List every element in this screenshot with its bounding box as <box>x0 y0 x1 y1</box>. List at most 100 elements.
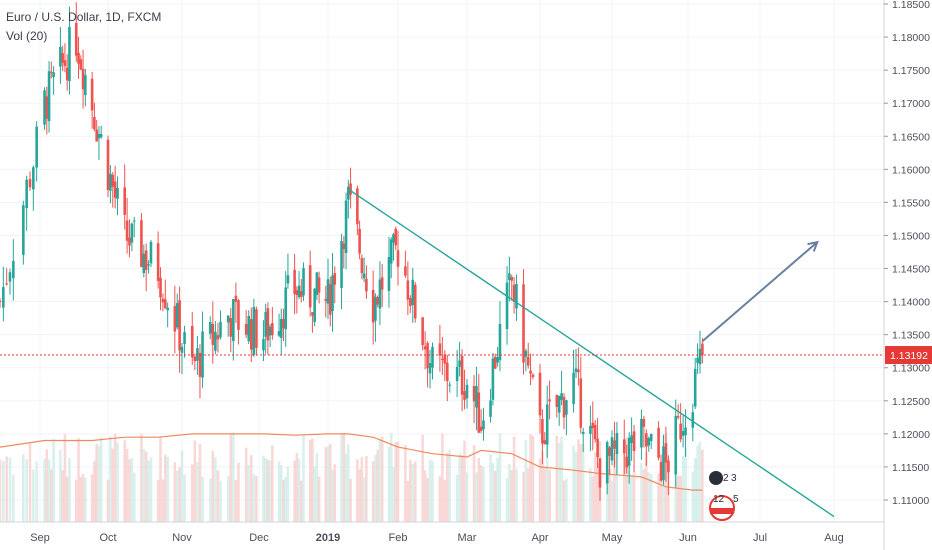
volume-bar <box>365 455 368 522</box>
candle-body <box>627 437 631 466</box>
candle-body <box>297 285 301 298</box>
volume-bar <box>284 476 288 522</box>
volume-bar <box>149 457 153 522</box>
candle-body <box>147 264 150 266</box>
event-label: 12 <box>713 494 725 505</box>
candle-body <box>295 290 299 296</box>
volume-bar <box>482 467 485 522</box>
volume-bar <box>413 461 417 522</box>
volume-bar <box>183 474 186 522</box>
volume-bar <box>109 436 112 522</box>
candle-body <box>142 253 146 274</box>
volume-bar <box>340 434 343 522</box>
volume-bar <box>392 467 395 522</box>
candle-body <box>159 277 162 298</box>
candle-body <box>90 78 94 111</box>
candle-body <box>659 461 663 481</box>
volume-bar <box>645 451 648 522</box>
price-tick-label: 1.17500 <box>892 65 930 77</box>
volume-bar <box>5 456 8 522</box>
volume-bar <box>579 444 583 522</box>
volume-bar <box>247 465 251 522</box>
volume-bar <box>676 475 680 522</box>
candle-body <box>512 284 516 302</box>
volume-bar <box>333 464 337 522</box>
candle-body <box>362 273 366 279</box>
candle-body <box>463 391 466 400</box>
candle-body <box>313 288 316 323</box>
candle-body <box>63 60 67 66</box>
volume-indicator-label[interactable]: Vol (20) <box>6 29 48 43</box>
candle-body <box>625 456 629 468</box>
volume-bar <box>625 437 629 522</box>
volume-bar <box>111 448 115 522</box>
candle-body <box>475 386 478 408</box>
volume-bar <box>68 458 71 522</box>
candle-body <box>93 116 96 130</box>
candle-body <box>342 243 346 250</box>
candle-body <box>247 315 251 342</box>
event-markers[interactable]: 2 3 12 5 <box>709 471 739 521</box>
candle-body <box>557 395 561 413</box>
time-tick-label: May <box>602 532 623 544</box>
volume-bar <box>349 478 352 522</box>
volume-bar <box>572 445 575 522</box>
candle-body <box>43 90 46 125</box>
volume-bar <box>632 471 636 522</box>
candle-body <box>515 284 518 309</box>
candle-body <box>111 174 115 187</box>
candle-body <box>596 438 599 458</box>
projection-arrow-head <box>807 240 819 252</box>
drawings[interactable] <box>0 188 884 518</box>
candle-body <box>65 67 69 81</box>
candle-body <box>365 278 368 292</box>
symbol-title[interactable]: Euro / U.S. Dollar, 1D, FXCM <box>6 10 162 24</box>
candle-body <box>315 272 319 296</box>
candle-body <box>144 250 148 270</box>
volume-bar <box>524 440 528 522</box>
time-tick-label: Feb <box>389 532 408 544</box>
candle-body <box>458 360 461 367</box>
time-axis[interactable]: Sep Oct Nov Dec 2019 Feb Mar Apr May Jun Jul Aug <box>0 521 884 544</box>
volume-bar <box>529 434 532 522</box>
volume-bar <box>193 440 197 522</box>
candle-body <box>252 307 256 355</box>
candle-body <box>448 384 452 386</box>
volume-bar <box>441 433 444 522</box>
volume-bar <box>286 466 290 522</box>
candle-body <box>477 392 481 433</box>
candle-body <box>109 173 112 191</box>
candle-body <box>413 284 417 319</box>
volume-bar <box>360 457 364 522</box>
candle-body <box>538 372 542 416</box>
time-tick-label: Mar <box>458 532 477 544</box>
candle-body <box>613 440 616 449</box>
candle-body <box>349 183 352 195</box>
price-axis[interactable]: 1.18500 1.18000 1.17500 1.17000 1.16500 1.160… <box>883 0 932 550</box>
candle-body <box>279 318 283 338</box>
candle-body <box>193 356 197 362</box>
candle-body <box>2 287 5 308</box>
candle-body <box>264 311 267 337</box>
volume-bar <box>123 440 127 522</box>
candle-body <box>545 404 549 445</box>
volume-bar <box>378 438 382 522</box>
volume-bar <box>380 436 384 522</box>
candle-body <box>667 460 670 473</box>
candle-body <box>647 438 651 446</box>
candle-body <box>35 126 38 168</box>
candle-body <box>255 309 258 348</box>
candle-body <box>130 223 134 243</box>
volume-bar <box>264 458 267 522</box>
candle-body <box>423 346 427 350</box>
candle-body <box>211 324 215 345</box>
volume-bar <box>465 472 469 522</box>
candle-body <box>543 440 547 445</box>
candle-body <box>50 71 53 73</box>
candle-body <box>389 239 393 264</box>
chart-legend: Euro / U.S. Dollar, 1D, FXCM Vol (20) <box>6 8 161 46</box>
candle-body <box>374 296 377 321</box>
candle-body <box>331 275 334 312</box>
candle-body <box>360 258 364 274</box>
